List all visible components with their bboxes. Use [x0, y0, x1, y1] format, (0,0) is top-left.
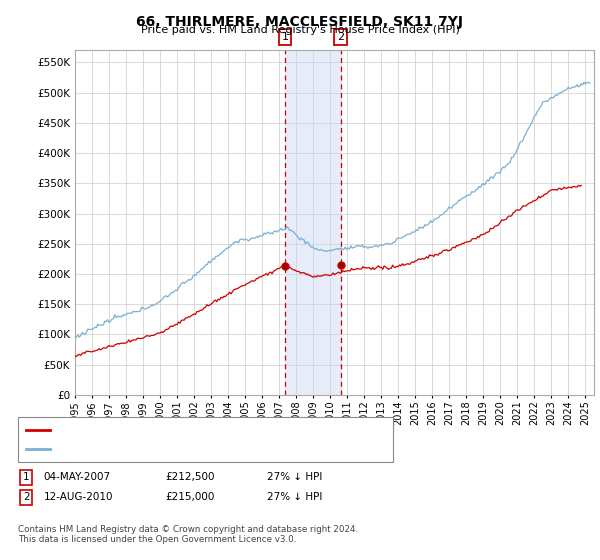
Text: 66, THIRLMERE, MACCLESFIELD, SK11 7YJ: 66, THIRLMERE, MACCLESFIELD, SK11 7YJ [137, 15, 464, 29]
Text: 1: 1 [23, 472, 30, 482]
Text: 2: 2 [337, 32, 344, 42]
Text: 12-AUG-2010: 12-AUG-2010 [44, 492, 113, 502]
Text: £212,500: £212,500 [165, 472, 215, 482]
Text: 2: 2 [23, 492, 30, 502]
Text: 27% ↓ HPI: 27% ↓ HPI [267, 472, 322, 482]
Text: 04-MAY-2007: 04-MAY-2007 [44, 472, 111, 482]
Text: 66, THIRLMERE, MACCLESFIELD, SK11 7YJ (detached house): 66, THIRLMERE, MACCLESFIELD, SK11 7YJ (d… [55, 424, 353, 435]
Text: HPI: Average price, detached house, Cheshire East: HPI: Average price, detached house, Ches… [55, 445, 308, 455]
Text: Price paid vs. HM Land Registry's House Price Index (HPI): Price paid vs. HM Land Registry's House … [140, 25, 460, 35]
Text: £215,000: £215,000 [165, 492, 214, 502]
Text: 1: 1 [281, 32, 289, 42]
Text: 27% ↓ HPI: 27% ↓ HPI [267, 492, 322, 502]
Bar [285, 50, 341, 395]
Text: Contains HM Land Registry data © Crown copyright and database right 2024.
This d: Contains HM Land Registry data © Crown c… [18, 525, 358, 544]
